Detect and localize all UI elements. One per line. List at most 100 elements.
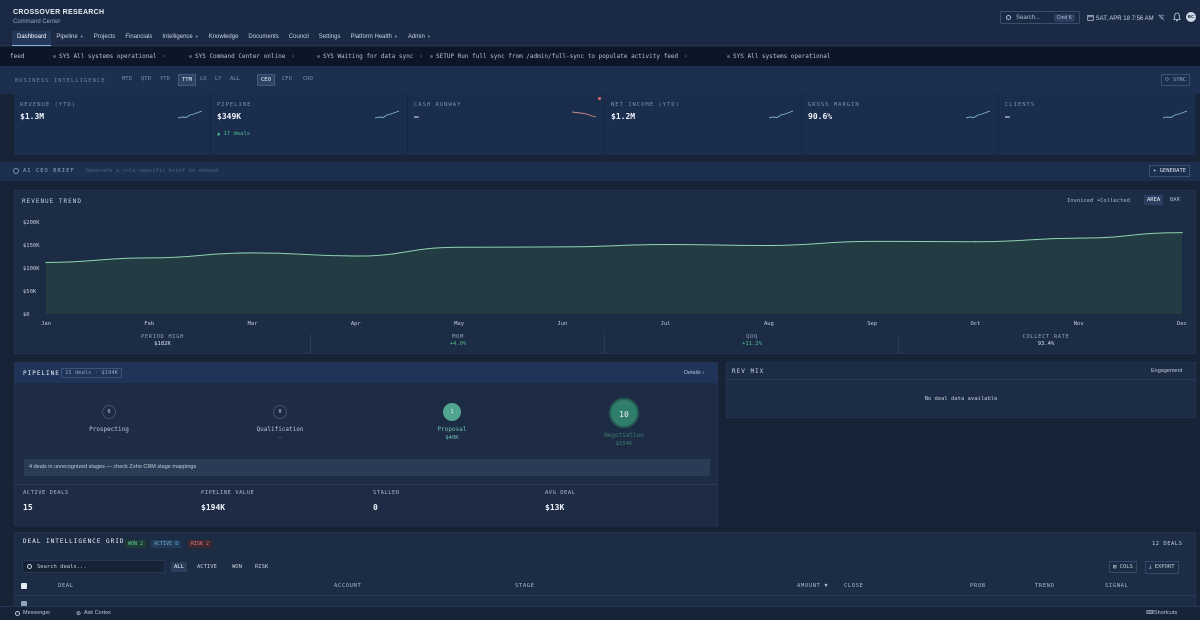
filter-all[interactable]: ALL <box>171 562 187 572</box>
ticker-item: SETUP Run full sync from /admin/full-syn… <box>430 53 688 60</box>
nav-pipeline[interactable]: Pipeline ▼ <box>51 31 88 46</box>
nav-platform-health[interactable]: Platform Health ▼ <box>345 31 402 46</box>
data-point[interactable] <box>458 246 460 248</box>
col-signal[interactable]: SIGNAL <box>1105 583 1129 589</box>
filter-risk[interactable]: RISK <box>255 564 269 570</box>
filter-won[interactable]: WON <box>232 564 242 570</box>
revenue-stat: PERIOD HIGH $182K <box>15 334 310 353</box>
dot-icon <box>53 55 56 58</box>
kpi-card[interactable]: REVENUE (YTD) $1.3M <box>14 94 211 155</box>
nav-dashboard[interactable]: Dashboard <box>12 31 52 46</box>
avatar[interactable]: BC <box>1186 12 1196 22</box>
nav-label: Documents <box>248 34 279 40</box>
period-all[interactable]: ALL <box>230 76 240 82</box>
generate-label: GENERATE <box>1159 168 1187 174</box>
kpi-card[interactable]: NET INCOME (YTD) $1.2M <box>605 94 802 155</box>
col-amount[interactable]: AMOUNT ▼ <box>797 583 829 589</box>
pipeline-stat-label: STALLED <box>373 490 400 496</box>
dot-icon <box>189 55 192 58</box>
role-cro[interactable]: CRO <box>303 76 313 82</box>
data-point[interactable] <box>871 240 873 242</box>
period-ytd[interactable]: YTD <box>160 76 170 82</box>
data-point[interactable] <box>45 261 47 264</box>
ask-cortex-link[interactable]: Ask Cortex <box>84 610 111 616</box>
kpi-card[interactable]: CASH RUNWAY — <box>408 94 605 155</box>
row-checkbox[interactable] <box>21 601 27 607</box>
col-account[interactable]: ACCOUNT <box>334 583 362 589</box>
sparkline-icon <box>966 110 990 119</box>
shortcuts-link[interactable]: Shortcuts <box>1154 610 1178 616</box>
legend-collected[interactable]: Collected <box>1100 198 1130 204</box>
messenger-link[interactable]: Messenger <box>23 610 51 616</box>
sparkline-icon <box>1163 110 1187 119</box>
data-point[interactable] <box>974 241 977 243</box>
stage-proposal-count[interactable]: 1 <box>443 403 461 421</box>
wifi-off-icon[interactable] <box>1158 14 1165 21</box>
nav-intelligence[interactable]: Intelligence ▼ <box>157 31 203 46</box>
kpi-card[interactable]: PIPELINE $349K ▲ 17 deals <box>211 94 408 155</box>
kpi-card[interactable]: CLIENTS — <box>999 94 1196 155</box>
nav-settings[interactable]: Settings <box>314 31 346 46</box>
rev-mix-empty: No deal data available <box>924 396 998 402</box>
bell-icon[interactable] <box>1173 12 1181 22</box>
data-point[interactable] <box>768 244 770 247</box>
data-point[interactable] <box>561 246 563 248</box>
mode-bar[interactable]: BAR <box>1170 197 1180 203</box>
rev-mix-toggle[interactable]: Engagement <box>1151 368 1183 374</box>
kpi-value: — <box>414 112 419 121</box>
period-mtd[interactable]: MTD <box>122 76 132 82</box>
nav-council[interactable]: Council <box>284 31 314 46</box>
kpi-title: CLIENTS <box>1005 102 1036 108</box>
legend-invoiced[interactable]: Invoiced <box>1067 198 1094 204</box>
period-ly[interactable]: LY <box>215 76 222 82</box>
nav-projects[interactable]: Projects <box>89 31 121 46</box>
global-search[interactable]: Search... Cmd K <box>1000 11 1080 24</box>
data-point[interactable] <box>665 243 667 246</box>
col-trend[interactable]: TREND <box>1035 583 1055 589</box>
cols-button[interactable]: ▥ COLS <box>1109 561 1137 573</box>
col-deal[interactable]: DEAL <box>58 583 74 589</box>
stat-label: QOQ <box>746 334 758 340</box>
data-point[interactable] <box>355 255 357 257</box>
role-ceo[interactable]: CEO <box>257 74 275 86</box>
select-all-checkbox[interactable] <box>21 583 27 589</box>
filter-active[interactable]: ACTIVE <box>197 564 217 570</box>
mode-area[interactable]: AREA <box>1144 195 1164 205</box>
deal-search-input[interactable]: Search deals... <box>22 560 165 573</box>
bi-label: BUSINESS INTELLIGENCE <box>15 78 106 84</box>
data-point[interactable] <box>1078 237 1080 239</box>
nav-label: Pipeline <box>56 34 78 40</box>
stage-prospecting-value: — <box>107 435 111 441</box>
nav-knowledge[interactable]: Knowledge <box>204 31 244 46</box>
export-button[interactable]: ⤓ EXPORT <box>1145 561 1179 574</box>
sync-label: SYNC <box>1172 77 1187 83</box>
col-prob[interactable]: PROB <box>970 583 986 589</box>
tag-active[interactable]: ACTIVE 8 <box>151 540 182 548</box>
sync-button[interactable]: ⟳ SYNC <box>1161 74 1191 86</box>
data-point[interactable] <box>251 252 254 254</box>
datetime: SAT, APR 18 7:56 AM <box>1087 14 1154 22</box>
tag-won[interactable]: WON 2 <box>125 540 147 548</box>
data-point[interactable] <box>148 257 150 259</box>
nav-documents[interactable]: Documents <box>243 31 283 46</box>
kpi-card[interactable]: GROSS MARGIN 90.6% <box>802 94 999 155</box>
export-label: EXPORT <box>1154 564 1175 570</box>
period-qtd[interactable]: QTD <box>141 76 151 82</box>
pipeline-details-link[interactable]: Details › <box>684 370 705 376</box>
nav-financials[interactable]: Financials <box>120 31 157 46</box>
role-cfo[interactable]: CFO <box>282 76 292 82</box>
top-header: CROSSOVER RESEARCH Command Center Dashbo… <box>0 0 1200 46</box>
col-close[interactable]: CLOSE <box>844 583 864 589</box>
period-ttm[interactable]: TTM <box>178 74 196 86</box>
ticker-item: feed <box>10 53 24 60</box>
data-point[interactable] <box>1181 231 1183 234</box>
stage-prospecting-count[interactable]: 0 <box>102 405 116 419</box>
generate-button[interactable]: ✦ GENERATE <box>1149 165 1191 177</box>
col-stage[interactable]: STAGE <box>515 583 535 589</box>
period-lq[interactable]: LQ <box>200 76 207 82</box>
stage-qualification-count[interactable]: 0 <box>273 405 287 419</box>
stage-negotiation-count[interactable]: 10 <box>609 398 639 428</box>
nav-admin[interactable]: Admin ▼ <box>403 31 436 46</box>
tag-risk[interactable]: RISK 2 <box>188 540 213 548</box>
rev-mix-panel <box>726 362 1196 418</box>
